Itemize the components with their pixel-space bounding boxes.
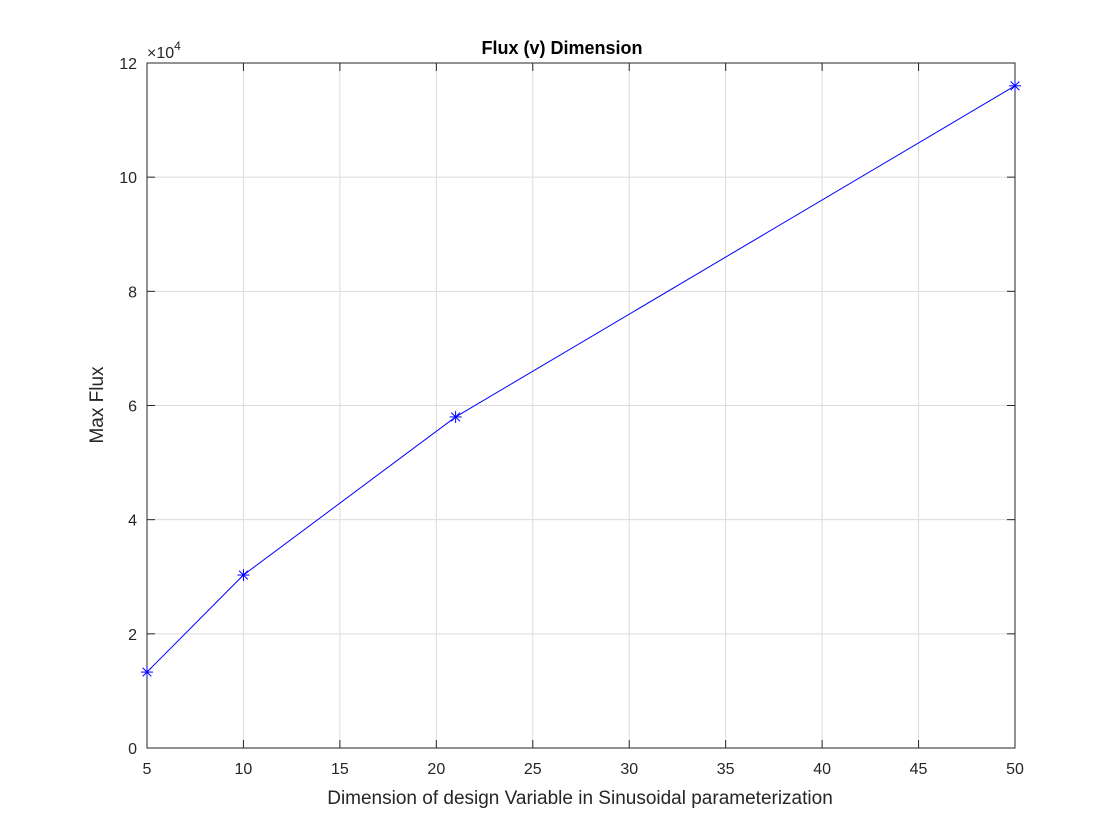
y-tick-label: 10 <box>119 170 137 187</box>
x-tick-label: 15 <box>331 761 349 778</box>
x-tick-label: 10 <box>235 761 253 778</box>
y-tick-label: 8 <box>128 284 137 301</box>
y-tick-label: 4 <box>128 513 137 530</box>
exponent-power: 4 <box>174 39 181 53</box>
x-tick-label: 35 <box>717 761 735 778</box>
y-tick-label: 12 <box>119 56 137 73</box>
y-axis-exponent: ×104 <box>147 39 181 62</box>
x-tick-label: 25 <box>524 761 542 778</box>
y-tick-label: 0 <box>128 741 137 758</box>
x-tick-label: 5 <box>143 761 152 778</box>
exponent-base: ×10 <box>147 45 174 62</box>
data-point-marker <box>449 410 462 423</box>
tick-marks <box>146 62 1016 749</box>
x-tick-labels: 5 10 15 20 25 30 35 40 45 50 <box>143 761 1024 778</box>
y-axis-label: Max Flux <box>87 366 108 444</box>
data-point-marker <box>141 666 153 679</box>
data-point-marker <box>237 569 250 582</box>
y-tick-label: 2 <box>128 627 137 644</box>
x-tick-label: 30 <box>620 761 638 778</box>
data-point-marker <box>1009 79 1021 92</box>
y-tick-labels: 0 2 4 6 8 10 12 <box>119 56 137 758</box>
chart-title: Flux (v) Dimension <box>481 38 642 58</box>
x-tick-label: 40 <box>813 761 831 778</box>
series-layer <box>141 79 1021 679</box>
y-tick-label: 6 <box>128 399 137 416</box>
x-tick-label: 50 <box>1006 761 1024 778</box>
x-axis-label: Dimension of design Variable in Sinusoid… <box>327 788 833 809</box>
x-tick-label: 20 <box>427 761 445 778</box>
series-line <box>146 85 1016 673</box>
x-tick-label: 45 <box>910 761 928 778</box>
plot-area: 5 10 15 20 25 30 35 40 45 50 0 2 4 6 8 10 12 <box>119 56 1024 778</box>
